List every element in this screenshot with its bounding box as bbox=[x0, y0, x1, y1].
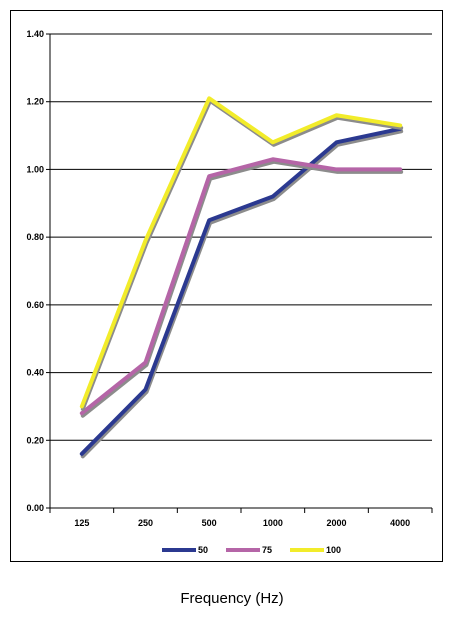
y-tick-label: 0.80 bbox=[26, 232, 44, 242]
x-tick-labels: 125 250 500 1000 2000 4000 bbox=[74, 518, 410, 528]
x-tick-label: 250 bbox=[138, 518, 153, 528]
series-line-100 bbox=[79, 96, 403, 409]
axes bbox=[46, 33, 433, 513]
x-tick-label: 1000 bbox=[263, 518, 283, 528]
y-tick-label: 1.20 bbox=[26, 97, 44, 107]
gridlines bbox=[50, 33, 432, 441]
legend-label-75: 75 bbox=[262, 545, 272, 555]
series-lines bbox=[79, 96, 404, 459]
series-shadow-100 bbox=[80, 98, 404, 411]
y-tick-label: 1.00 bbox=[26, 164, 44, 174]
y-tick-label: 0.00 bbox=[26, 503, 44, 513]
x-axis-title: Frequency (Hz) bbox=[180, 590, 284, 607]
legend-label-50: 50 bbox=[198, 545, 208, 555]
x-tick-label: 2000 bbox=[326, 518, 346, 528]
y-tick-label: 1.40 bbox=[26, 29, 44, 39]
series-shadow-75 bbox=[80, 159, 404, 418]
y-tick-label: 0.60 bbox=[26, 300, 44, 310]
y-tick-label: 0.40 bbox=[26, 368, 44, 378]
x-tick-label: 125 bbox=[74, 518, 89, 528]
y-tick-labels: 0.00 0.20 0.40 0.60 0.80 1.00 1.20 1.40 bbox=[26, 29, 44, 513]
legend-label-100: 100 bbox=[326, 545, 341, 555]
legend: 50 75 100 bbox=[162, 545, 341, 555]
y-tick-label: 0.20 bbox=[26, 435, 44, 445]
x-tick-label: 4000 bbox=[390, 518, 410, 528]
x-tick-label: 500 bbox=[202, 518, 217, 528]
series-shadow-50 bbox=[80, 129, 404, 459]
series-line-50 bbox=[79, 126, 403, 456]
series-line-75 bbox=[79, 157, 403, 416]
